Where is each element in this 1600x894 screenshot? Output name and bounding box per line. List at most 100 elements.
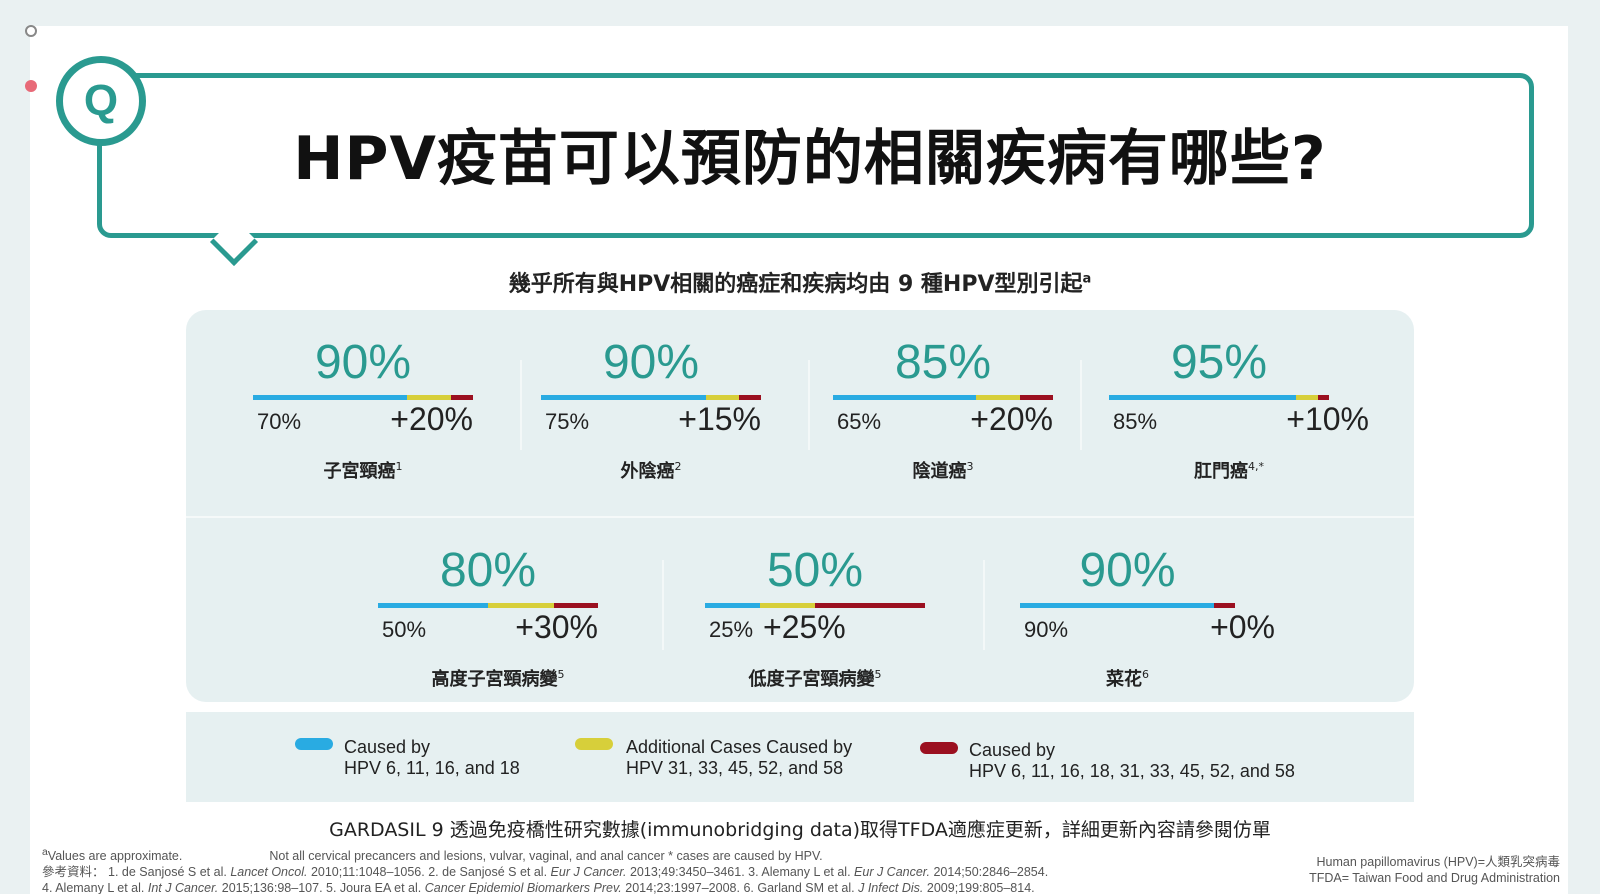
ref-4-journal: Int J Cancer. xyxy=(147,881,219,894)
ref-1-detail: 2010;11:1048–1056. xyxy=(310,865,425,880)
stat-total: 50% xyxy=(766,544,864,597)
ref-4: 4. Alemany L et al. xyxy=(42,881,145,894)
question-letter: Q xyxy=(83,76,119,125)
stat-label: 外陰癌2 xyxy=(541,457,761,483)
legend-line2: HPV 6, 11, 16, 18, 31, 33, 45, 52, and 5… xyxy=(969,761,1295,781)
stat-label-text: 外陰癌 xyxy=(620,461,675,482)
stat-vaginal-cancer: 85% 65% +20% 陰道癌3 xyxy=(833,335,1053,485)
stat-base: 65% xyxy=(837,409,882,434)
stat-ref: 2 xyxy=(674,460,682,473)
stat-ref: 1 xyxy=(395,460,403,473)
bar-segment-blue xyxy=(541,395,706,400)
record-dot-icon[interactable] xyxy=(25,80,37,92)
stat-ref: 5 xyxy=(874,668,882,681)
title-speech-bubble xyxy=(97,73,1534,238)
bar-segment-yellow xyxy=(488,603,554,608)
bar-segment-blue xyxy=(705,603,760,608)
column-divider xyxy=(520,360,522,450)
subtitle: 幾乎所有與HPV相關的癌症和疾病均由 9 種HPV型別引起a xyxy=(300,266,1300,298)
stat-label-text: 菜花 xyxy=(1106,669,1142,690)
stat-base: 25% xyxy=(709,617,754,642)
footnote-line-3: 4. Alemany L et al. Int J Cancer. 2015;1… xyxy=(42,880,1242,894)
stat-ref: 6 xyxy=(1142,668,1149,681)
subtitle-footnote-marker: a xyxy=(1082,271,1092,287)
legend-line2: HPV 31, 33, 45, 52, and 58 xyxy=(626,758,844,778)
footnote-star: Not all cervical precancers and lesions,… xyxy=(269,849,823,864)
stat-total: 90% xyxy=(1079,544,1176,597)
stat-label: 菜花6 xyxy=(1020,665,1235,691)
stat-total: 90% xyxy=(602,336,700,389)
column-divider xyxy=(662,560,664,650)
legend-line1: Caused by xyxy=(969,740,1056,760)
stat-total: 85% xyxy=(894,336,992,389)
stat-label-text: 陰道癌 xyxy=(912,461,967,482)
stat-base: 85% xyxy=(1113,409,1158,434)
legend-swatch-blue xyxy=(295,738,333,750)
circle-icon[interactable] xyxy=(25,25,37,37)
stat-genital-warts: 90% 90% +0% 菜花6 xyxy=(1020,543,1275,693)
bar-segment-blue xyxy=(1020,603,1214,608)
legend-swatch-red xyxy=(920,742,958,754)
ref-2: 2. de Sanjosé S et al. xyxy=(428,865,548,880)
references-label: 參考資料： xyxy=(42,865,105,880)
stat-added: +0% xyxy=(1210,609,1275,645)
stat-label: 高度子宮頸病變5 xyxy=(388,665,608,691)
ref-4-detail: 2015;136:98–107. xyxy=(221,881,323,894)
gardasil-note: GARDASIL 9 透過免疫橋性研究數據(immunobridging dat… xyxy=(329,819,1271,841)
stat-label: 子宮頸癌1 xyxy=(253,457,473,483)
page-title: HPV疫苗可以預防的相關疾病有哪些? xyxy=(293,124,1327,194)
footnote-line-1: aValues are approximate. Not all cervica… xyxy=(42,845,1242,864)
ref-2-journal: Eur J Cancer. xyxy=(550,865,627,880)
bar-segment-blue xyxy=(378,603,488,608)
stat-added: +25% xyxy=(763,609,846,645)
stat-label: 低度子宮頸病變5 xyxy=(705,665,925,691)
footnote-a: Values are approximate. xyxy=(47,849,183,864)
question-badge: Q xyxy=(56,56,146,146)
bar-segment-yellow xyxy=(1296,395,1318,400)
bar-segment-blue xyxy=(833,395,976,400)
stat-bar xyxy=(833,395,1053,400)
stat-low-grade-cervical-lesions: 50% 25% +25% 低度子宮頸病變5 xyxy=(705,543,925,693)
ref-5-detail: 2014;23:1997–2008. xyxy=(625,881,740,894)
stat-label: 陰道癌3 xyxy=(833,457,1053,483)
bar-segment-yellow xyxy=(976,395,1020,400)
legend-item: Additional Cases Caused by HPV 31, 33, 4… xyxy=(626,737,852,779)
ref-3-detail: 2014;50:2846–2854. xyxy=(933,865,1049,880)
stat-base: 90% xyxy=(1024,617,1069,642)
ref-1: 1. de Sanjosé S et al. xyxy=(108,865,227,880)
subtitle-text: 幾乎所有與HPV相關的癌症和疾病均由 9 種HPV型別引起 xyxy=(508,272,1083,297)
footnotes: aValues are approximate. Not all cervica… xyxy=(42,845,1242,894)
stat-ref: 3 xyxy=(966,460,974,473)
stat-total: 95% xyxy=(1170,336,1268,389)
stat-bar xyxy=(705,603,925,608)
bar-segment-red xyxy=(1318,395,1329,400)
stat-base: 75% xyxy=(545,409,590,434)
bar-segment-red xyxy=(451,395,473,400)
stat-high-grade-cervical-lesions: 80% 50% +30% 高度子宮頸病變5 xyxy=(378,543,598,693)
stats-panel xyxy=(186,310,1414,702)
column-divider xyxy=(1080,360,1082,450)
stat-bar xyxy=(378,603,598,608)
stat-bar xyxy=(1109,395,1329,400)
legend-swatch-yellow xyxy=(575,738,613,750)
ref-6-detail: 2009;199:805–814. xyxy=(926,881,1035,894)
stat-ref: 4,* xyxy=(1248,460,1264,473)
ref-5-journal: Cancer Epidemiol Biomarkers Prev. xyxy=(424,881,622,894)
column-divider xyxy=(983,560,985,650)
stat-added: +30% xyxy=(515,609,598,645)
stat-total: 90% xyxy=(314,336,412,389)
ref-6: 6. Garland SM et al. xyxy=(743,881,855,894)
stat-base: 50% xyxy=(382,617,427,642)
legend-item: Caused by HPV 6, 11, 16, 18, 31, 33, 45,… xyxy=(969,740,1295,782)
stat-cervical-cancer: 90% 70% +20% 子宮頸癌1 xyxy=(253,335,473,485)
legend-line1: Additional Cases Caused by xyxy=(626,737,853,757)
bar-segment-blue xyxy=(1109,395,1296,400)
abbreviations: Human papillomavirus (HPV)=人類乳突病毒 TFDA= … xyxy=(1200,854,1560,886)
legend-line1: Caused by xyxy=(344,737,431,757)
ref-5: 5. Joura EA et al. xyxy=(326,881,422,894)
bar-segment-red xyxy=(554,603,598,608)
bar-segment-yellow xyxy=(706,395,739,400)
legend xyxy=(186,712,1414,802)
stat-label: 肛門癌4,* xyxy=(1109,457,1349,483)
stat-added: +20% xyxy=(970,401,1053,437)
